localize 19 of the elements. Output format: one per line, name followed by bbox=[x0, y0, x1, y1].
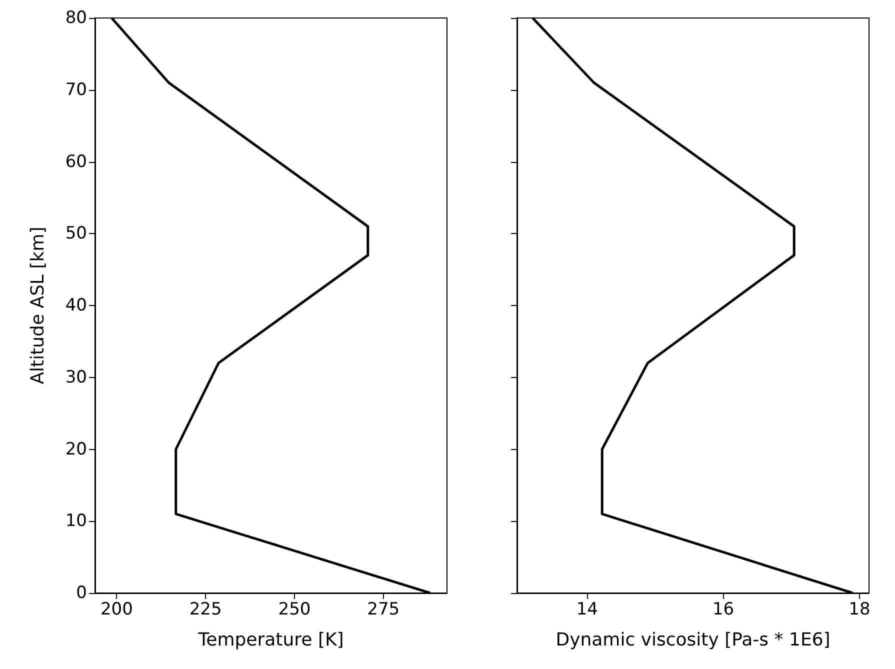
x-tick-label: 18 bbox=[848, 600, 870, 620]
y-tick-label: 40 bbox=[65, 296, 87, 316]
y-tick-label: 50 bbox=[65, 224, 87, 244]
y-axis-title: Altitude ASL [km] bbox=[28, 226, 48, 384]
y-tick-label: 20 bbox=[65, 439, 87, 460]
x-axis-title: Dynamic viscosity [Pa-s * 1E6] bbox=[556, 630, 830, 650]
x-axis-title: Temperature [K] bbox=[197, 630, 344, 650]
y-tick-label: 70 bbox=[65, 80, 87, 100]
x-tick-label: 275 bbox=[367, 600, 400, 620]
x-tick-label: 225 bbox=[189, 600, 222, 620]
y-tick-label: 80 bbox=[65, 8, 87, 28]
x-tick-label: 200 bbox=[100, 600, 133, 620]
y-tick-label: 30 bbox=[65, 367, 87, 388]
y-tick-label: 0 bbox=[76, 583, 87, 603]
y-tick-label: 10 bbox=[65, 511, 87, 532]
x-tick-label: 16 bbox=[712, 600, 734, 620]
x-tick-label: 14 bbox=[576, 600, 598, 620]
y-tick-label: 60 bbox=[65, 152, 87, 172]
x-tick-label: 250 bbox=[278, 600, 311, 620]
